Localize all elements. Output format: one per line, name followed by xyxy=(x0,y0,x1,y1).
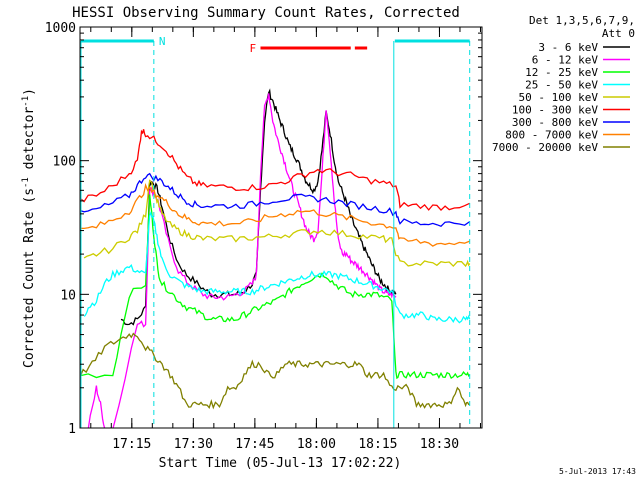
legend-entry-label: 800 - 7000 keV xyxy=(505,129,598,142)
render-timestamp: 5-Jul-2013 17:43 xyxy=(559,467,636,476)
y-axis-label-end: ) xyxy=(22,88,37,96)
legend-entry-label: 100 - 300 keV xyxy=(512,104,598,117)
y-axis-label-mid: detector xyxy=(22,107,37,178)
series-line-6 xyxy=(80,172,471,227)
legend-entry-label: 25 - 50 keV xyxy=(525,79,598,92)
x-axis-label: Start Time (05-Jul-13 17:02:22) xyxy=(159,456,402,471)
night-label: N xyxy=(159,35,166,48)
y-axis-label-main: Corrected Count Rate (s xyxy=(22,188,37,368)
legend-entry-label: 3 - 6 keV xyxy=(538,41,598,54)
series-line-4 xyxy=(83,179,471,268)
x-axis: 17:15 17:30 17:45 18:00 18:15 18:30 xyxy=(90,27,481,452)
legend-header-detectors: Det 1,3,5,6,7,9, xyxy=(529,14,635,27)
x-tick-label: 17:15 xyxy=(112,437,151,452)
y-tick-label: 10 xyxy=(60,288,76,303)
y-tick-label: 1 xyxy=(68,422,76,437)
x-tick-label: 17:45 xyxy=(235,437,274,452)
y-tick-label: 1000 xyxy=(45,21,76,36)
legend-entry-label: 6 - 12 keV xyxy=(532,54,599,67)
annotation-layer: NF xyxy=(80,35,471,428)
x-tick-label: 18:15 xyxy=(358,437,397,452)
flare-label: F xyxy=(249,42,256,55)
y-axis: 1 10 100 1000 xyxy=(45,21,482,437)
series-line-2 xyxy=(80,194,471,380)
y-tick-label: 100 xyxy=(53,155,76,170)
series-line-8 xyxy=(80,332,470,410)
legend-entry-label: 50 - 100 keV xyxy=(519,91,599,104)
plot-frame xyxy=(79,26,483,429)
y-axis-label-sup1: -1 xyxy=(21,177,31,188)
series-line-7 xyxy=(80,182,470,247)
x-tick-label: 18:30 xyxy=(420,437,459,452)
series-line-0 xyxy=(120,88,397,326)
legend-entry-label: 300 - 800 keV xyxy=(512,116,598,129)
series-layer xyxy=(80,88,471,428)
y-axis-label: Corrected Count Rate (s-1 detector-1) xyxy=(21,88,37,368)
chart-title: HESSI Observing Summary Count Rates, Cor… xyxy=(72,5,460,21)
y-axis-label-sup2: -1 xyxy=(21,96,31,107)
x-tick-label: 18:00 xyxy=(297,437,336,452)
x-tick-label: 17:30 xyxy=(174,437,213,452)
legend-entry-label: 7000 - 20000 keV xyxy=(492,141,598,154)
legend-header-attenuator: Att 0 xyxy=(602,27,635,40)
series-line-3 xyxy=(83,210,471,324)
legend-entry-label: 12 - 25 keV xyxy=(525,66,598,79)
series-line-5 xyxy=(80,129,470,212)
